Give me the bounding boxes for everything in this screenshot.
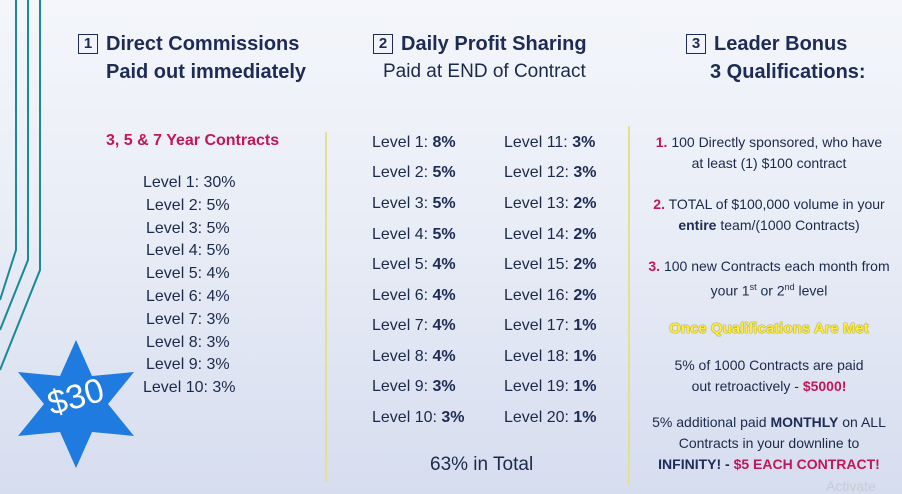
list-item: Level 3: 5% bbox=[146, 219, 230, 237]
section-number: 1 bbox=[78, 34, 98, 54]
direct-commissions-header: 1 Direct Commissions Paid out immediately bbox=[78, 30, 318, 86]
table-row: Level 14: 2% bbox=[504, 226, 597, 243]
table-row: Level 1: 8% bbox=[372, 134, 456, 151]
table-row: Level 18: 1% bbox=[504, 348, 597, 365]
contracts-label: 3, 5 & 7 Year Contracts bbox=[106, 132, 280, 149]
total-label: 63% in Total bbox=[430, 454, 534, 475]
list-item: Level 9: 3% bbox=[146, 356, 230, 374]
decorative-lines bbox=[0, 0, 41, 371]
table-row: Level 13: 2% bbox=[504, 195, 597, 212]
table-row: Level 4: 5% bbox=[372, 226, 456, 243]
section-number: 3 bbox=[686, 34, 706, 54]
divider bbox=[628, 126, 630, 486]
divider bbox=[325, 132, 327, 482]
qualification-1: 1. 100 Directly sponsored, who have at l… bbox=[655, 134, 883, 171]
table-row: Level 11: 3% bbox=[504, 134, 596, 151]
table-row: Level 16: 2% bbox=[504, 287, 597, 304]
payout-retroactive: 5% of 1000 Contracts are paid out retroa… bbox=[674, 357, 864, 394]
table-row: Level 12: 3% bbox=[504, 164, 597, 181]
list-item: Level 5: 4% bbox=[146, 265, 230, 283]
section-number: 2 bbox=[373, 34, 393, 54]
qualification-3: 3. 100 new Contracts each month from you… bbox=[648, 258, 890, 299]
payout-monthly: 5% additional paid MONTHLY on ALL Contra… bbox=[652, 414, 886, 472]
section-subtitle: 3 Qualifications: bbox=[710, 61, 866, 83]
commission-levels: Level 1: 30% Level 2: 5% Level 3: 5% Lev… bbox=[143, 172, 253, 400]
table-row: Level 20: 1% bbox=[504, 409, 597, 426]
list-item: Level 10: 3% bbox=[143, 379, 236, 397]
profit-sharing-header: 2 Daily Profit Sharing Paid at END of Con… bbox=[373, 30, 613, 86]
table-row: Level 17: 1% bbox=[504, 317, 597, 334]
list-item: Level 2: 5% bbox=[146, 196, 230, 214]
table-row: Level 5: 4% bbox=[372, 256, 456, 273]
table-row: Level 2: 5% bbox=[372, 164, 456, 181]
list-item: Level 6: 4% bbox=[146, 287, 230, 305]
section-title: Daily Profit Sharing bbox=[401, 33, 587, 55]
star-icon bbox=[18, 340, 134, 468]
section-title: Direct Commissions bbox=[106, 33, 300, 55]
qualifications-met-label: Once Qualifications Are Met bbox=[669, 320, 869, 337]
section-subtitle: Paid at END of Contract bbox=[383, 61, 586, 82]
list-item: Level 8: 3% bbox=[146, 333, 230, 351]
price-badge: $30 bbox=[10, 338, 142, 470]
watermark-text: Activate bbox=[826, 478, 876, 494]
list-item: Level 4: 5% bbox=[146, 242, 230, 260]
section-title: Leader Bonus bbox=[714, 33, 848, 55]
table-row: Level 7: 4% bbox=[372, 317, 456, 334]
qualification-2: 2. TOTAL of $100,000 volume in your enti… bbox=[653, 196, 885, 233]
table-row: Level 8: 4% bbox=[372, 348, 456, 365]
table-row: Level 6: 4% bbox=[372, 287, 456, 304]
list-item: Level 7: 3% bbox=[146, 310, 230, 328]
table-row: Level 3: 5% bbox=[372, 195, 456, 212]
leader-bonus-header: 3 Leader Bonus 3 Qualifications: bbox=[686, 30, 896, 86]
table-row: Level 10: 3% bbox=[372, 409, 465, 426]
table-row: Level 9: 3% bbox=[372, 378, 456, 395]
table-row: Level 15: 2% bbox=[504, 256, 597, 273]
section-subtitle: Paid out immediately bbox=[106, 61, 307, 83]
table-row: Level 19: 1% bbox=[504, 378, 597, 395]
list-item: Level 1: 30% bbox=[143, 174, 236, 191]
